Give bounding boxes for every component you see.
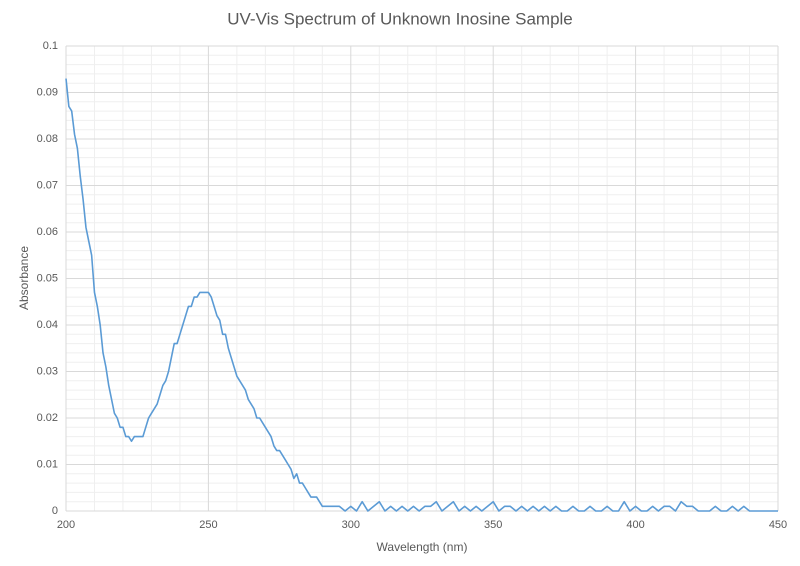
y-axis-title: Absorbance — [17, 246, 31, 310]
x-tick-label: 250 — [199, 519, 217, 531]
x-tick-label: 200 — [57, 519, 75, 531]
y-tick-label: 0.05 — [37, 272, 58, 284]
x-tick-label: 450 — [769, 519, 787, 531]
x-tick-label: 350 — [484, 519, 502, 531]
y-tick-label: 0.09 — [37, 86, 58, 98]
y-tick-label: 0.04 — [37, 319, 58, 331]
x-tick-label: 400 — [626, 519, 644, 531]
y-tick-label: 0.07 — [37, 179, 58, 191]
y-tick-label: 0.08 — [37, 133, 58, 145]
x-tick-label: 300 — [342, 519, 360, 531]
y-tick-label: 0 — [52, 505, 58, 517]
y-tick-label: 0.06 — [37, 226, 58, 238]
data-line — [65, 78, 778, 512]
chart-title: UV-Vis Spectrum of Unknown Inosine Sampl… — [227, 9, 573, 28]
y-tick-label: 0.1 — [43, 40, 58, 52]
y-tick-label: 0.02 — [37, 412, 58, 424]
y-tick-label: 0.03 — [37, 365, 58, 377]
y-tick-label: 0.01 — [37, 458, 58, 470]
x-axis-title: Wavelength (nm) — [377, 540, 468, 554]
